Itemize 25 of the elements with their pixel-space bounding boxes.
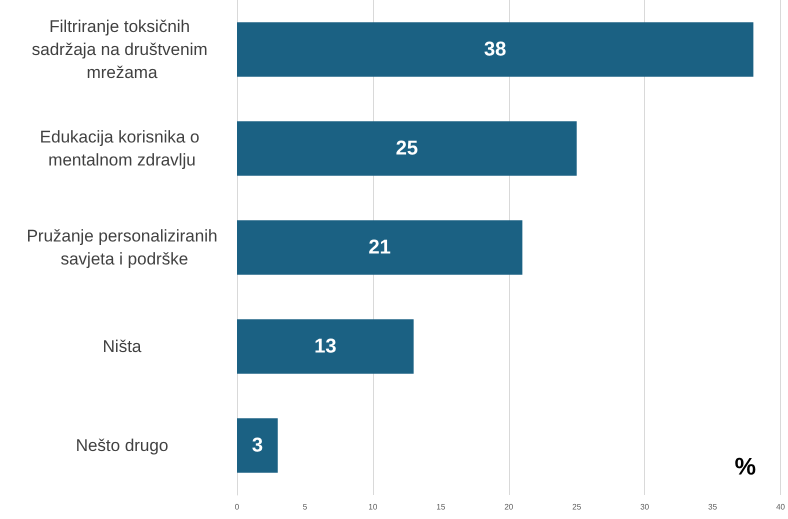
x-tick-label: 15 bbox=[436, 502, 446, 512]
x-tick-label: 10 bbox=[368, 502, 378, 512]
bar bbox=[237, 121, 577, 176]
x-tick-label: 40 bbox=[776, 502, 786, 512]
annotation: % bbox=[734, 454, 756, 480]
x-tick-label: 0 bbox=[234, 502, 240, 512]
data-label: 3 bbox=[252, 434, 263, 456]
data-label: 25 bbox=[396, 138, 418, 160]
data-label: 13 bbox=[314, 336, 336, 358]
y-tick-label: Edukacija korisnika o mentalnom zdravlju bbox=[40, 128, 204, 170]
bar bbox=[237, 418, 278, 473]
x-tick-label: 20 bbox=[504, 502, 514, 512]
data-label: 21 bbox=[368, 236, 391, 258]
bar bbox=[237, 22, 754, 77]
data-label: 38 bbox=[484, 38, 506, 60]
y-tick-label: Ništa bbox=[102, 337, 142, 356]
y-tick-label: Filtriranje toksičnih sadržaja na društvenim mrežama bbox=[32, 17, 212, 82]
x-tick-label: 5 bbox=[302, 502, 308, 512]
x-tick-label: 35 bbox=[708, 502, 718, 512]
y-tick-label: Nešto drugo bbox=[76, 436, 168, 455]
x-tick-label: 30 bbox=[640, 502, 650, 512]
y-tick-label: Pružanje personaliziranih savjeta i podrške bbox=[26, 226, 218, 268]
bar bbox=[237, 319, 414, 374]
x-tick-label: 25 bbox=[572, 502, 582, 512]
bar bbox=[237, 220, 522, 275]
